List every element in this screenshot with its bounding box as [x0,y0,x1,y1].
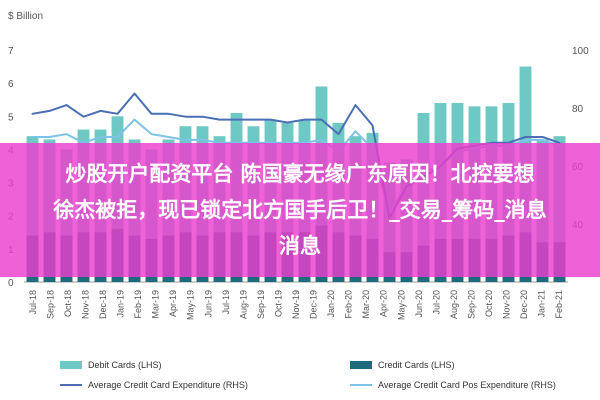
x-tick-label: Aug-20 [449,290,459,319]
x-tick-label: Nov-20 [502,290,512,319]
x-tick-label: Feb-19 [133,290,143,319]
legend-item-avg-credit-exp: Average Credit Card Expenditure (RHS) [60,380,248,390]
x-tick-label: Apr-19 [168,290,178,317]
legend-swatch-debit [60,361,82,369]
y-left-tick: 5 [8,112,14,123]
x-tick-label: Feb-20 [344,290,354,319]
legend-swatch-avg-pos [350,384,372,386]
y-right-tick: 80 [572,104,584,115]
overlay-line-2: 徐杰被拒，现已锁定北方国手后卫！_交易_筹码_消息 [53,198,547,222]
y-left-tick: 6 [8,79,14,90]
x-tick-label: Jul-18 [28,290,38,315]
x-tick-label: Mar-19 [151,290,161,319]
legend-label-avg-pos: Average Credit Card Pos Expenditure (RHS… [378,380,556,390]
x-tick-label: Sep-19 [256,290,266,319]
y-left-tick: 0 [8,278,14,289]
legend-item-debit-cards: Debit Cards (LHS) [60,360,162,370]
x-tick-label: Apr-20 [379,290,389,317]
x-tick-label: Dec-20 [519,290,529,319]
x-tick-label: Jul-20 [431,290,441,315]
x-tick-label: Dec-19 [309,290,319,319]
x-tick-label: Jan-21 [537,290,547,318]
overlay-line-1: 炒股开户配资平台 陈国豪无缘广东原因！北控要想 [65,162,535,186]
x-tick-label: Jun-19 [203,290,213,318]
y-axis-unit-label: $ Billion [8,11,43,22]
x-tick-label: Jul-19 [221,290,231,315]
x-tick-label: Jan-19 [116,290,126,318]
x-tick-label: Jan-20 [326,290,336,318]
x-tick-label: Sep-18 [45,290,55,319]
legend-item-avg-pos-exp: Average Credit Card Pos Expenditure (RHS… [350,380,556,390]
y-right-tick: 100 [572,46,589,57]
y-left-tick: 7 [8,46,14,57]
legend-swatch-credit [350,361,372,369]
x-tick-label: Aug-19 [238,290,248,319]
x-tick-label: Feb-21 [554,290,564,319]
x-tick-labels: Jul-18 Sep-18 Oct-18 Nov-18 Dec-18 Jan-19 Feb-… [28,290,564,320]
x-tick-label: Nov-18 [80,290,90,319]
x-tick-label: May-20 [396,290,406,320]
x-tick-label: Mar-20 [361,290,371,319]
legend-label-credit: Credit Cards (LHS) [378,360,455,370]
x-tick-label: Dec-18 [98,290,108,319]
x-tick-label: Jun-20 [414,290,424,318]
legend: Debit Cards (LHS) Credit Cards (LHS) Ave… [60,360,590,396]
legend-label-debit: Debit Cards (LHS) [88,360,162,370]
legend-item-credit-cards: Credit Cards (LHS) [350,360,455,370]
x-tick-label: Oct-18 [63,290,73,317]
x-tick-label: Oct-20 [484,290,494,317]
overlay-line-3: 消息 [279,234,321,258]
x-tick-label: Oct-19 [273,290,283,317]
x-tick-label: Nov-19 [291,290,301,319]
promo-overlay-banner[interactable]: 炒股开户配资平台 陈国豪无缘广东原因！北控要想 徐杰被拒，现已锁定北方国手后卫！… [0,143,600,277]
x-tick-label: May-19 [186,290,196,320]
legend-label-avg-credit: Average Credit Card Expenditure (RHS) [88,380,248,390]
legend-swatch-avg-credit [60,384,82,386]
x-tick-label: Sep-20 [466,290,476,319]
